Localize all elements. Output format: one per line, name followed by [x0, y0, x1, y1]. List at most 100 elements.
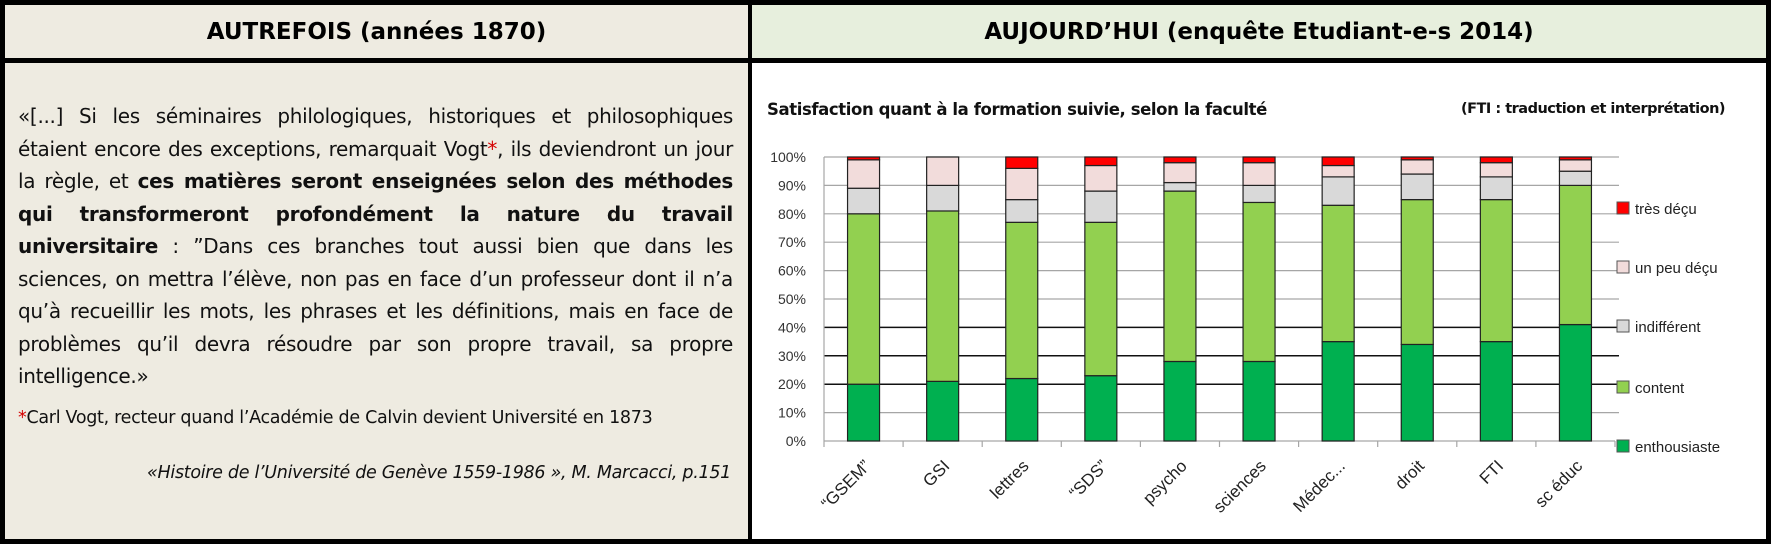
- bar-segment-content: [1400, 199, 1434, 346]
- header-divider: [0, 58, 1771, 63]
- footnote-marker: *: [487, 136, 498, 161]
- bar-segment-indifférent: [1084, 190, 1118, 223]
- bar-segment-indifférent: [1400, 173, 1434, 201]
- right-header-title: AUJOURD’HUI (enquête Etudiant-e-s 2014): [984, 18, 1534, 45]
- bar-segment-enthousiaste: [1163, 360, 1197, 442]
- right-header: AUJOURD’HUI (enquête Etudiant-e-s 2014): [752, 5, 1766, 58]
- x-category-label: Médec...: [1289, 456, 1349, 516]
- left-header: AUTREFOIS (années 1870): [5, 5, 748, 58]
- footnote-star: *: [18, 408, 27, 428]
- y-tick-label: 60%: [778, 263, 806, 279]
- bar-segment-content: [1479, 199, 1513, 343]
- bar-segment-un-peu-déçu: [1321, 164, 1355, 178]
- bar-segment-indifférent: [1321, 176, 1355, 206]
- x-category-label: lettres: [986, 456, 1032, 502]
- y-tick-label: 70%: [778, 234, 806, 250]
- historical-quote: «[...] Si les séminaires philologiques, …: [18, 100, 733, 393]
- y-tick-label: 10%: [778, 405, 806, 421]
- y-tick-label: 50%: [778, 291, 806, 307]
- x-category-label: psycho: [1139, 456, 1191, 508]
- y-tick-label: 30%: [778, 348, 806, 364]
- column-divider: [748, 0, 752, 544]
- bar-segment-un-peu-déçu: [1084, 164, 1118, 192]
- bar-segment-très-déçu: [1084, 156, 1118, 167]
- bar-segment-content: [1558, 184, 1593, 326]
- bar-segment-très-déçu: [1005, 156, 1039, 169]
- legend-swatch: [1616, 319, 1630, 333]
- bar-segment-un-peu-déçu: [1479, 162, 1513, 178]
- x-category-label: GSI: [919, 456, 953, 490]
- x-category-label: FTI: [1476, 456, 1507, 487]
- source-citation: «Histoire de l’Université de Genève 1559…: [147, 463, 731, 483]
- bar-segment-un-peu-déçu: [1558, 159, 1593, 172]
- legend-label: enthousiaste: [1635, 439, 1720, 456]
- bar-segment-un-peu-déçu: [846, 159, 881, 189]
- bar-segment-content: [1005, 221, 1039, 380]
- bar-segment-très-déçu: [1400, 156, 1434, 161]
- bar-segment-un-peu-déçu: [1242, 162, 1276, 186]
- y-tick-label: 90%: [778, 177, 806, 193]
- legend-label: un peu déçu: [1635, 260, 1718, 277]
- bar-segment-enthousiaste: [926, 380, 960, 442]
- bar-segment-content: [1321, 204, 1355, 343]
- bar-segment-enthousiaste: [1400, 343, 1434, 442]
- bar-segment-enthousiaste: [1242, 360, 1276, 442]
- bar-segment-très-déçu: [1242, 156, 1276, 164]
- bar-segment-indifférent: [1558, 170, 1593, 186]
- bar-segment-enthousiaste: [1479, 341, 1513, 442]
- bar-segment-enthousiaste: [846, 383, 881, 442]
- x-category-label: “GSEM”: [818, 456, 875, 513]
- bottom-border: [0, 539, 1771, 544]
- left-header-title: AUTREFOIS (années 1870): [206, 18, 547, 45]
- bar-segment-un-peu-déçu: [1005, 167, 1039, 201]
- chart-title: Satisfaction quant à la formation suivie…: [767, 100, 1267, 119]
- bar-segment-très-déçu: [1321, 156, 1355, 167]
- footnote: *Carl Vogt, recteur quand l’Académie de …: [18, 408, 653, 428]
- quote-emphasis: ces matières seront enseignées selon des…: [18, 169, 733, 258]
- bar-segment-indifférent: [1479, 176, 1513, 201]
- y-tick-label: 40%: [778, 319, 806, 335]
- legend-swatch: [1616, 439, 1630, 453]
- chart-note: (FTI : traduction et interprétation): [1461, 101, 1726, 117]
- legend-swatch: [1616, 201, 1630, 215]
- x-category-label: “SDS”: [1066, 456, 1112, 502]
- bar-segment-indifférent: [846, 187, 881, 215]
- legend-label: indifférent: [1635, 319, 1701, 336]
- left-panel: «[...] Si les séminaires philologiques, …: [5, 63, 748, 539]
- bar-segment-indifférent: [926, 184, 960, 212]
- quote-text-3: : ”Dans ces branches tout aussi bien que…: [18, 234, 733, 388]
- bar-segment-content: [846, 213, 881, 385]
- bar-segment-très-déçu: [846, 156, 881, 161]
- bar-segment-content: [1084, 221, 1118, 377]
- bar-segment-très-déçu: [1479, 156, 1513, 164]
- bar-segment-un-peu-déçu: [1400, 159, 1434, 175]
- bar-segment-content: [1242, 201, 1276, 363]
- bar-segment-enthousiaste: [1321, 341, 1355, 442]
- bar-segment-indifférent: [1163, 181, 1197, 192]
- legend-label: content: [1635, 380, 1685, 397]
- bar-segment-content: [1163, 190, 1197, 363]
- bar-segment-indifférent: [1005, 199, 1039, 223]
- bar-segment-enthousiaste: [1005, 377, 1039, 442]
- y-tick-label: 20%: [778, 376, 806, 392]
- bar-segment-un-peu-déçu: [926, 156, 960, 186]
- bar-segment-très-déçu: [1558, 156, 1593, 161]
- x-category-label: droit: [1391, 456, 1428, 493]
- bar-segment-très-déçu: [1163, 156, 1197, 164]
- footnote-text: Carl Vogt, recteur quand l’Académie de C…: [26, 408, 653, 428]
- y-tick-label: 0%: [786, 433, 806, 449]
- legend-swatch: [1616, 380, 1630, 394]
- x-category-label: sc éduc: [1531, 456, 1586, 511]
- legend-label: très déçu: [1635, 201, 1697, 218]
- y-tick-label: 80%: [778, 206, 806, 222]
- bar-segment-indifférent: [1242, 184, 1276, 204]
- legend-swatch: [1616, 260, 1630, 274]
- bar-segment-content: [926, 210, 960, 382]
- quote-text-1: «[...] Si les séminaires philologiques, …: [18, 104, 733, 161]
- quote-text-2: , ils deviendront un jour la règle, et: [18, 136, 733, 194]
- bar-segment-enthousiaste: [1084, 375, 1118, 442]
- bar-segment-enthousiaste: [1558, 323, 1593, 442]
- x-category-label: sciences: [1210, 456, 1270, 516]
- bar-segment-un-peu-déçu: [1163, 162, 1197, 184]
